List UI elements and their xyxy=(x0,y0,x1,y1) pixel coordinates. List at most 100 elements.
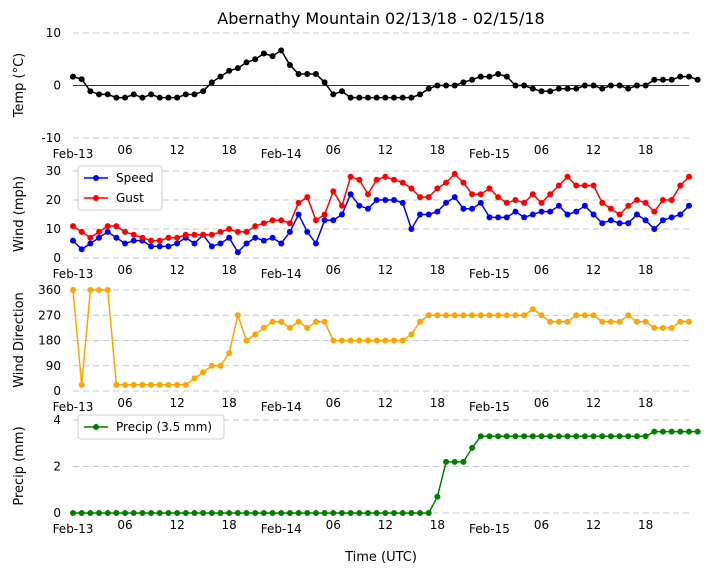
x-tick-label-panel-1: Feb-15 xyxy=(469,267,510,281)
data-point-speed xyxy=(330,217,337,224)
x-tick-label-panel-1: Feb-14 xyxy=(261,267,302,281)
x-axis-label: Time (UTC) xyxy=(344,550,417,565)
data-point-gust xyxy=(122,228,129,235)
data-point-speed xyxy=(503,214,510,221)
data-point-gust xyxy=(564,173,571,180)
data-point-temp xyxy=(217,73,224,80)
data-point-precip-3-5-mm- xyxy=(174,510,181,516)
x-tick-label-panel-2: Feb-13 xyxy=(53,400,94,414)
data-point-precip-3-5-mm- xyxy=(529,433,536,440)
data-point-speed xyxy=(495,214,502,221)
data-point-speed xyxy=(286,228,293,235)
data-point-gust xyxy=(330,188,337,195)
data-point-direction xyxy=(252,331,259,338)
data-point-gust xyxy=(286,220,293,227)
x-tick-label-panel-2: Feb-14 xyxy=(261,400,302,414)
data-point-temp xyxy=(234,65,241,72)
data-point-precip-3-5-mm- xyxy=(651,428,658,435)
x-tick-label-panel-2: 06 xyxy=(326,396,341,410)
data-point-speed xyxy=(96,234,103,241)
data-point-speed xyxy=(408,226,415,232)
data-point-gust xyxy=(677,182,684,189)
data-point-gust xyxy=(443,179,450,186)
data-point-temp xyxy=(382,94,389,101)
y-tick-label-panel-0: -10 xyxy=(41,131,61,145)
data-point-precip-3-5-mm- xyxy=(443,458,450,465)
data-point-speed xyxy=(174,240,181,247)
data-point-temp xyxy=(425,85,432,92)
x-tick-label-panel-0: 18 xyxy=(222,143,237,157)
data-point-speed xyxy=(104,228,111,235)
data-point-temp xyxy=(659,76,666,83)
data-point-direction xyxy=(616,318,623,325)
data-point-precip-3-5-mm- xyxy=(599,433,606,440)
data-point-precip-3-5-mm- xyxy=(200,510,207,516)
data-point-precip-3-5-mm- xyxy=(330,510,337,516)
data-point-direction xyxy=(434,312,441,319)
data-point-precip-3-5-mm- xyxy=(269,510,276,516)
data-point-gust xyxy=(226,226,233,232)
data-point-direction xyxy=(70,287,76,293)
data-point-speed xyxy=(234,249,241,256)
data-point-speed xyxy=(122,240,129,247)
data-point-precip-3-5-mm- xyxy=(122,510,129,516)
data-point-speed xyxy=(668,214,675,221)
data-point-temp xyxy=(512,82,519,89)
data-point-gust xyxy=(434,185,441,192)
data-point-direction xyxy=(391,337,398,344)
data-point-gust xyxy=(304,194,311,201)
x-tick-label-panel-3: 18 xyxy=(222,518,237,532)
data-point-precip-3-5-mm- xyxy=(139,510,146,516)
data-point-speed xyxy=(165,243,172,250)
data-point-direction xyxy=(529,306,536,313)
data-point-gust xyxy=(295,199,302,206)
data-point-precip-3-5-mm- xyxy=(607,433,614,440)
data-point-speed xyxy=(373,197,380,203)
data-point-speed xyxy=(651,226,658,232)
legend-label-panel-1: Gust xyxy=(116,191,144,205)
data-point-direction xyxy=(599,318,606,325)
data-point-precip-3-5-mm- xyxy=(616,433,623,440)
x-tick-label-panel-0: Feb-15 xyxy=(469,147,510,161)
data-point-gust xyxy=(182,231,189,238)
data-point-precip-3-5-mm- xyxy=(668,428,675,435)
data-point-temp xyxy=(252,56,259,63)
data-point-direction xyxy=(503,312,510,319)
data-point-direction xyxy=(408,331,415,338)
data-point-temp xyxy=(399,94,406,101)
data-point-temp xyxy=(321,79,328,86)
data-point-temp xyxy=(243,59,250,66)
data-point-temp xyxy=(78,76,85,83)
y-tick-label-panel-0: 0 xyxy=(53,79,61,93)
data-point-precip-3-5-mm- xyxy=(191,510,198,516)
x-tick-label-panel-0: 18 xyxy=(430,143,445,157)
data-point-temp xyxy=(547,88,554,95)
data-point-direction xyxy=(382,337,389,344)
x-tick-label-panel-3: Feb-14 xyxy=(261,522,302,536)
data-point-temp xyxy=(373,94,380,101)
data-point-direction xyxy=(477,312,484,319)
data-point-precip-3-5-mm- xyxy=(130,510,137,516)
data-point-gust xyxy=(399,179,406,186)
data-point-precip-3-5-mm- xyxy=(555,433,562,440)
data-point-precip-3-5-mm- xyxy=(78,510,85,516)
data-point-gust xyxy=(364,191,371,198)
data-point-speed xyxy=(529,211,536,218)
data-point-direction xyxy=(104,287,111,293)
data-point-speed xyxy=(512,208,519,215)
data-point-direction xyxy=(200,369,207,376)
data-point-precip-3-5-mm- xyxy=(104,510,111,516)
data-point-direction xyxy=(417,318,424,325)
data-point-precip-3-5-mm- xyxy=(208,510,215,516)
data-point-gust xyxy=(96,228,103,235)
data-point-direction xyxy=(581,312,588,319)
data-point-direction xyxy=(139,381,146,388)
data-point-gust xyxy=(547,191,554,198)
data-point-precip-3-5-mm- xyxy=(312,510,319,516)
x-tick-label-panel-0: 12 xyxy=(169,143,184,157)
data-point-speed xyxy=(269,234,276,241)
data-point-temp xyxy=(529,85,536,92)
data-point-gust xyxy=(477,191,484,198)
data-point-temp xyxy=(668,76,675,83)
data-point-gust xyxy=(659,197,666,203)
